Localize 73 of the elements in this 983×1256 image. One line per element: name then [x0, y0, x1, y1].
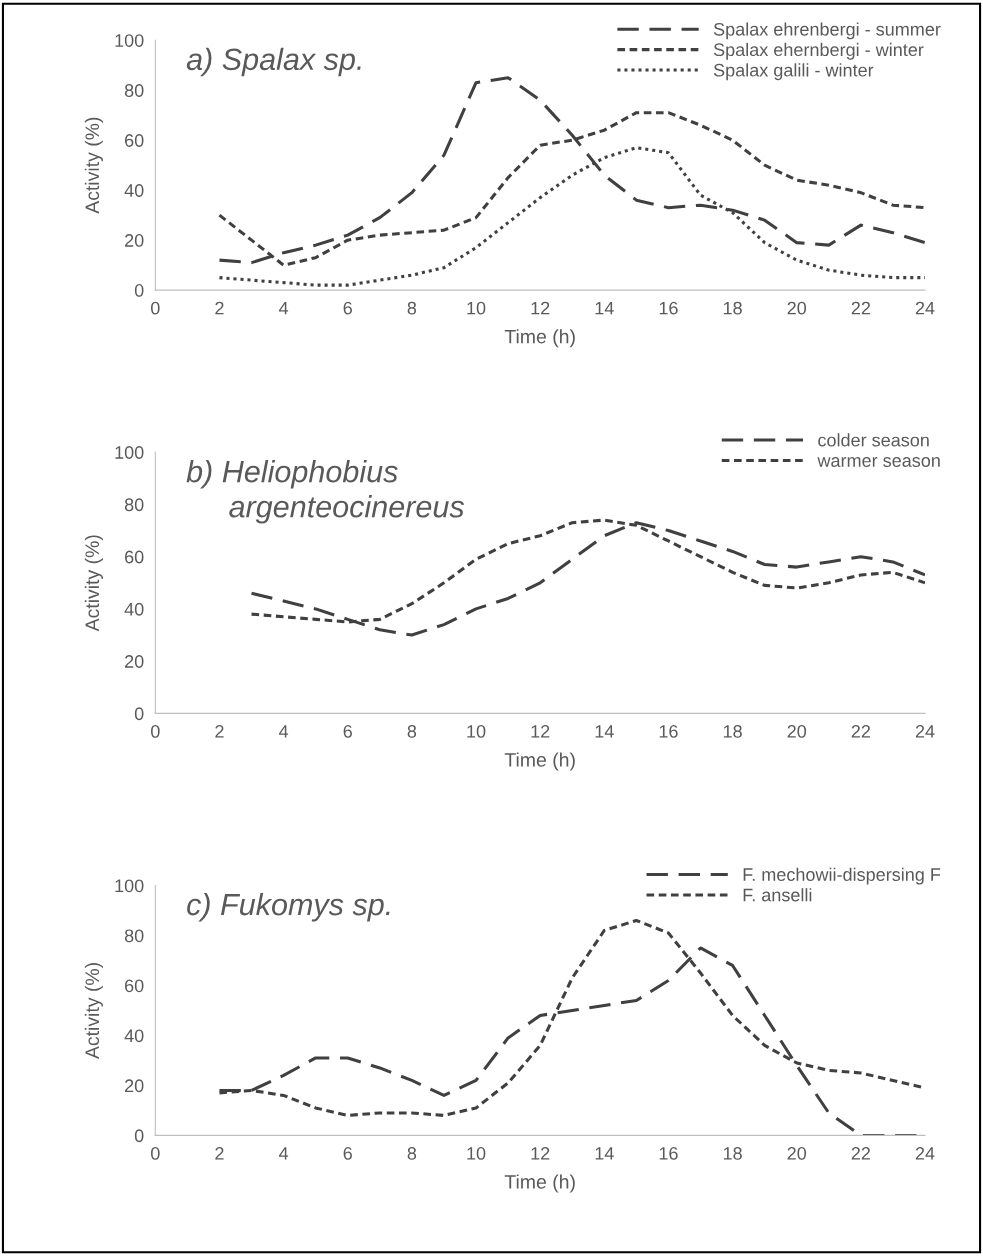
x-tick-label: 2: [215, 301, 224, 315]
x-tick-label: 20: [787, 301, 807, 315]
y-tick-label: 60: [125, 134, 144, 147]
y-axis-title: Activity (%): [84, 117, 103, 214]
y-axis-title: Activity (%): [84, 535, 103, 632]
y-tick-label: 80: [124, 498, 144, 512]
y-tick-label: 0: [134, 1129, 144, 1143]
x-tick-label: 24: [915, 1147, 935, 1160]
x-tick-label: 16: [659, 725, 678, 738]
y-tick-label: 80: [124, 929, 144, 943]
y-tick-label: 100: [115, 446, 144, 459]
legend-label: Spalax galili - winter: [713, 63, 874, 81]
x-tick-label: 18: [723, 725, 742, 738]
y-tick-label: 60: [125, 550, 144, 564]
y-tick-label: 40: [124, 1029, 144, 1043]
x-tick-label: 4: [278, 725, 289, 738]
x-tick-label: 2: [215, 725, 224, 738]
x-tick-label: 12: [531, 1147, 550, 1160]
x-tick-label: 22: [851, 725, 870, 738]
x-tick-label: 4: [278, 301, 289, 315]
x-tick-label: 12: [531, 301, 550, 315]
chart-title: c) Fukomys sp.: [187, 892, 390, 922]
legend-label: Spalax ehrenbergi - summer: [713, 22, 941, 40]
x-tick-label: 16: [659, 301, 678, 315]
x-tick-label: 14: [595, 1147, 614, 1160]
x-tick-label: 0: [151, 1147, 160, 1160]
y-tick-label: 40: [124, 184, 144, 197]
x-axis-title: Time (h): [504, 329, 575, 348]
y-axis-title: Activity (%): [84, 963, 103, 1060]
x-tick-label: 12: [531, 725, 550, 738]
x-tick-label: 18: [723, 1147, 742, 1160]
legend-label: warmer season: [817, 457, 940, 467]
x-tick-label: 22: [851, 301, 870, 315]
x-tick-label: 2: [215, 1147, 224, 1160]
x-tick-label: 20: [787, 1147, 807, 1160]
x-tick-label: 8: [407, 1147, 417, 1160]
x-tick-label: 8: [407, 301, 417, 315]
x-tick-label: 6: [343, 1147, 352, 1160]
y-tick-label: 80: [124, 84, 144, 97]
text: b) Heliophobius argenteocinereus: [186, 460, 465, 524]
x-tick-label: 6: [343, 301, 352, 315]
legend-label: F. anselli: [743, 888, 812, 902]
chart-title: a) Spalax sp.: [186, 47, 361, 77]
x-tick-label: 0: [151, 725, 160, 738]
legend-label: colder season: [818, 433, 929, 447]
y-tick-label: 100: [115, 34, 144, 47]
x-tick-label: 14: [595, 301, 614, 315]
legend-label: Spalax ehernbergi - winter: [713, 42, 924, 60]
y-tick-label: 20: [125, 1079, 144, 1093]
x-tick-label: 16: [659, 1147, 678, 1160]
x-tick-label: 10: [467, 1147, 486, 1160]
x-tick-label: 20: [787, 725, 807, 738]
y-tick-label: 60: [125, 979, 144, 993]
x-tick-label: 8: [407, 725, 417, 738]
y-tick-label: 0: [134, 284, 144, 297]
x-tick-label: 4: [278, 1147, 289, 1160]
x-tick-label: 0: [151, 301, 160, 315]
x-tick-label: 24: [915, 725, 935, 738]
x-tick-label: 18: [723, 301, 742, 315]
y-tick-label: 20: [125, 655, 144, 668]
x-tick-label: 22: [851, 1147, 870, 1160]
x-tick-label: 24: [915, 301, 935, 315]
y-tick-label: 20: [125, 234, 144, 247]
x-tick-label: 10: [467, 301, 486, 315]
x-tick-label: 6: [343, 725, 352, 738]
y-tick-label: 40: [124, 602, 144, 616]
x-axis-title: Time (h): [504, 752, 575, 771]
x-tick-label: 14: [595, 725, 614, 738]
x-tick-label: 10: [467, 725, 486, 738]
y-tick-label: 0: [134, 707, 144, 721]
legend-label: F. mechowii-dispersing F: [743, 867, 941, 885]
y-tick-label: 100: [115, 879, 144, 893]
x-axis-title: Time (h): [504, 1174, 575, 1193]
